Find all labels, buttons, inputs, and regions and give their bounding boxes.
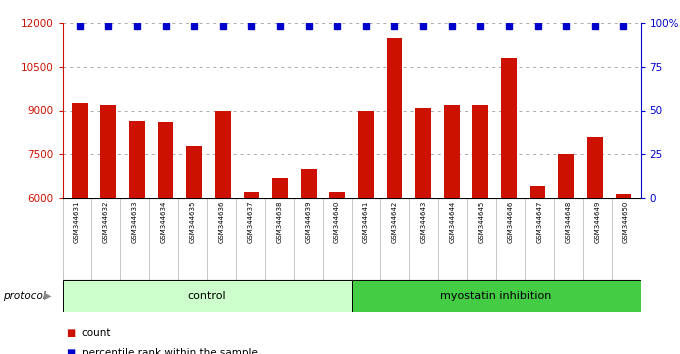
Text: ■: ■ xyxy=(66,328,75,338)
Text: percentile rank within the sample: percentile rank within the sample xyxy=(82,348,258,354)
Bar xyxy=(186,145,202,198)
Bar xyxy=(387,38,403,198)
Text: GSM344643: GSM344643 xyxy=(421,200,427,243)
Bar xyxy=(301,169,316,198)
Text: protocol: protocol xyxy=(3,291,46,301)
Text: GSM344648: GSM344648 xyxy=(565,200,571,243)
Text: GSM344639: GSM344639 xyxy=(305,200,311,243)
Text: myostatin inhibition: myostatin inhibition xyxy=(441,291,551,301)
Bar xyxy=(530,186,545,198)
Bar xyxy=(558,154,574,198)
Bar xyxy=(63,280,352,312)
Text: GSM344641: GSM344641 xyxy=(363,200,369,243)
Bar xyxy=(272,178,288,198)
Text: GSM344642: GSM344642 xyxy=(392,200,398,243)
Text: GSM344632: GSM344632 xyxy=(103,200,109,243)
Bar xyxy=(352,280,641,312)
Bar xyxy=(329,192,345,198)
Bar xyxy=(501,58,517,198)
Bar xyxy=(72,103,88,198)
Text: count: count xyxy=(82,328,111,338)
Text: GSM344650: GSM344650 xyxy=(623,200,629,243)
Text: GSM344640: GSM344640 xyxy=(334,200,340,243)
Text: GSM344631: GSM344631 xyxy=(74,200,80,243)
Bar xyxy=(415,108,431,198)
Bar xyxy=(358,110,374,198)
Text: ■: ■ xyxy=(66,348,75,354)
Text: GSM344635: GSM344635 xyxy=(190,200,196,243)
Text: GSM344645: GSM344645 xyxy=(479,200,485,243)
Text: GSM344637: GSM344637 xyxy=(248,200,254,243)
Bar xyxy=(444,105,460,198)
Bar xyxy=(129,121,145,198)
Text: GSM344644: GSM344644 xyxy=(449,200,456,243)
Text: GSM344649: GSM344649 xyxy=(594,200,600,243)
Text: GSM344638: GSM344638 xyxy=(276,200,282,243)
Bar xyxy=(243,192,259,198)
Text: GSM344647: GSM344647 xyxy=(537,200,543,243)
Bar xyxy=(101,105,116,198)
Text: ▶: ▶ xyxy=(44,291,52,301)
Bar xyxy=(615,194,631,198)
Bar xyxy=(215,110,231,198)
Text: GSM344636: GSM344636 xyxy=(218,200,224,243)
Bar xyxy=(158,122,173,198)
Text: GSM344633: GSM344633 xyxy=(132,200,138,243)
Text: GSM344646: GSM344646 xyxy=(507,200,513,243)
Bar xyxy=(587,137,602,198)
Text: GSM344634: GSM344634 xyxy=(160,200,167,243)
Bar xyxy=(473,105,488,198)
Text: control: control xyxy=(188,291,226,301)
